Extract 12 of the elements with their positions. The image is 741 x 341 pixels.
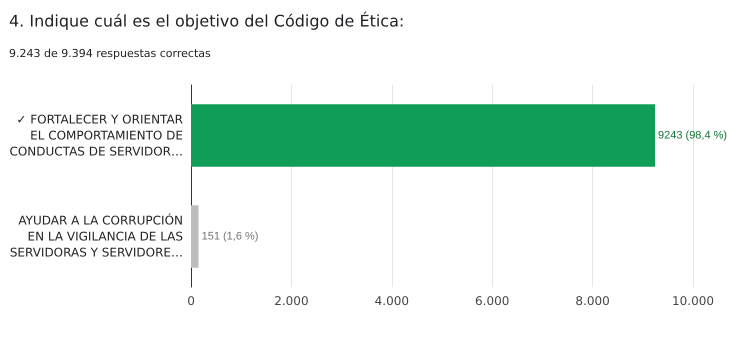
y-tick-label: ✓ FORTALECER Y ORIENTAR EL COMPORTAMIENTO DE CONDUCTAS DE SERVIDOR… [9, 112, 183, 158]
y-tick-label: AYUDAR A LA CORRUPCIÓN EN LA VIGILANCIA DE LAS SERVIDORAS Y SERVIDORE… [10, 212, 183, 260]
chart-title: 4. Indique cuál es el objetivo del Código de Ética: [9, 12, 404, 30]
x-tick-label: 2.000 [274, 294, 309, 308]
chart-subtitle: 9.243 de 9.394 respuestas correctas [9, 47, 211, 60]
x-tick-label: 8.000 [575, 294, 610, 308]
data-label: 9243 (98,4 %) [658, 130, 728, 142]
x-tick-label: 0 [187, 294, 195, 308]
x-tick-label: 10.000 [672, 294, 714, 308]
x-tick-label: 6.000 [475, 294, 510, 308]
x-tick-label: 4.000 [374, 294, 409, 308]
data-label: 151 (1,6 %) [202, 230, 258, 242]
